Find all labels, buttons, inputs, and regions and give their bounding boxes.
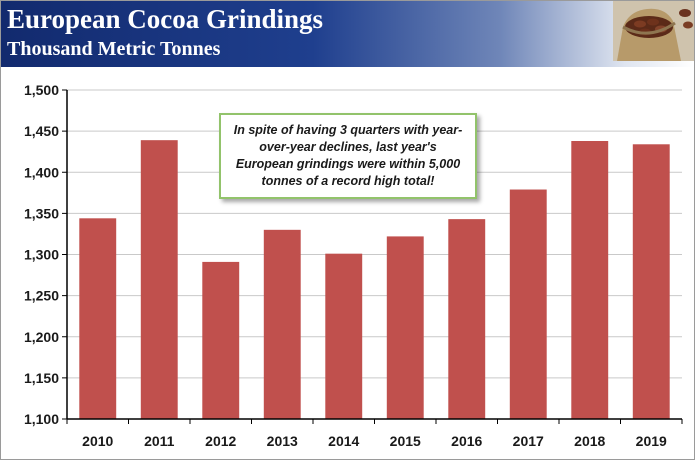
title-banner: European Cocoa Grindings Thousand Metric… (1, 1, 694, 67)
x-tick-label: 2013 (267, 433, 298, 449)
chart-subtitle: Thousand Metric Tonnes (7, 38, 221, 60)
x-tick-label: 2015 (390, 433, 421, 449)
y-tick-label: 1,250 (24, 288, 59, 304)
bar-2012 (202, 261, 240, 419)
bar-2014 (325, 253, 363, 419)
y-tick-label: 1,350 (24, 205, 59, 221)
bar-2013 (263, 229, 301, 419)
y-tick-label: 1,150 (24, 370, 59, 386)
bar-2016 (448, 219, 486, 419)
y-tick-label: 1,200 (24, 329, 59, 345)
x-tick-label: 2012 (205, 433, 236, 449)
x-tick-label: 2018 (574, 433, 605, 449)
bar-2011 (140, 140, 178, 420)
bar-2010 (79, 218, 117, 419)
x-tick-label: 2010 (82, 433, 113, 449)
y-tick-label: 1,300 (24, 247, 59, 263)
callout-text: In spite of having 3 quarters with year-… (233, 123, 463, 188)
cocoa-beans-photo (613, 1, 694, 61)
bar-2015 (386, 236, 424, 419)
x-tick-label: 2017 (513, 433, 544, 449)
annotation-callout: In spite of having 3 quarters with year-… (219, 113, 477, 199)
y-tick-label: 1,400 (24, 164, 59, 180)
x-tick-label: 2016 (451, 433, 482, 449)
chart-title: European Cocoa Grindings (7, 4, 324, 34)
y-tick-label: 1,100 (24, 411, 59, 427)
x-tick-label: 2019 (636, 433, 667, 449)
x-tick-label: 2014 (328, 433, 359, 449)
y-tick-label: 1,500 (24, 82, 59, 98)
bar-2018 (571, 140, 609, 419)
bar-2017 (509, 189, 547, 419)
x-tick-label: 2011 (144, 433, 175, 449)
y-tick-label: 1,450 (24, 123, 59, 139)
bar-2019 (632, 144, 670, 419)
